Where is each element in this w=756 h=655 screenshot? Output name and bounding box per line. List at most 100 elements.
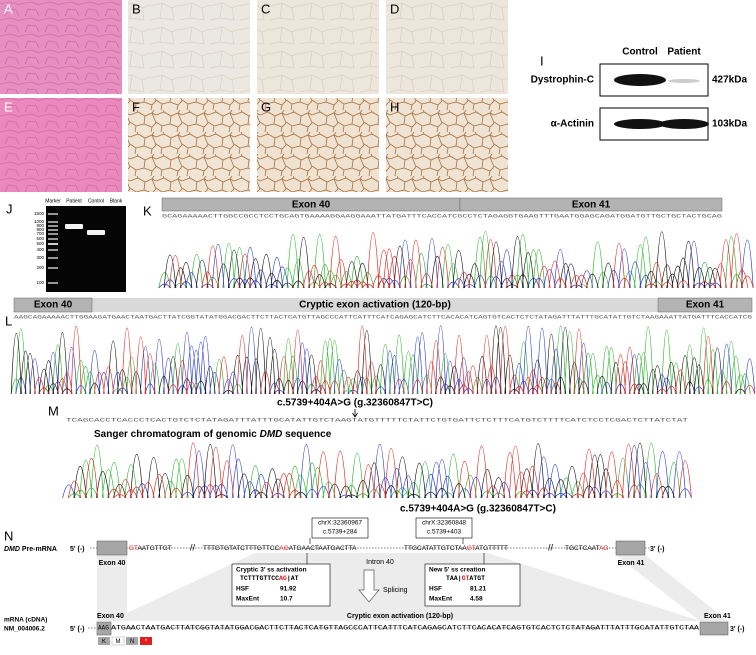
seq-part: ATGT [469,575,485,582]
panel-label: K [143,203,152,218]
protein-label: α-Actinin [551,119,594,130]
seq-part: ATGTTTTT [475,545,508,552]
he-texture [0,0,122,94]
ladder-label: 200 [36,265,44,270]
band [614,119,666,129]
ladder-band [48,249,58,251]
shade [97,555,127,621]
codon-box [98,637,110,645]
ladder-label: 100 [36,280,44,285]
exon-label: Exon 41 [686,300,725,311]
exon-bar [13,297,93,313]
panel-label: L [5,313,12,328]
ladder-band [48,229,58,231]
coord-box [311,517,369,539]
gel: J Marker Patient Control Blank 1500 10009… [6,198,126,292]
ladder-band [48,243,58,245]
ihc-texture [257,98,379,192]
coord: c.5739+284 [323,529,358,536]
gel-image [46,206,126,292]
seq-part: TCTTTGTTCC [240,575,279,582]
splice-site: GT [129,545,138,552]
coord: chrX:32360848 [422,520,466,527]
ladder-band [48,267,58,269]
splice-site: GT [462,575,470,582]
chromatogram-m: c.5739+404A>G (g.32360847T>C) M TCAGCACC… [48,398,692,499]
base-calls: AAGCAGAAAAACTTGGAAGATGAACTAATGACTTATCGGT… [14,314,752,320]
lane-label: Control [88,198,104,204]
codon-box [126,637,138,645]
ladder-label: 800 [36,227,44,232]
seq: ATGAACTAATGACTTATCGGTATATGGACGACTTCTTACT… [111,625,700,632]
caption-text: sequence [282,429,331,440]
seq-part: TTGCATATTGTCTAA [404,545,467,552]
break: // [548,542,554,552]
score-box [231,563,331,607]
intron-label: Intron 40 [366,559,394,566]
panel-label: B [132,1,141,16]
gene: DMD [4,546,20,553]
exon-box [96,540,128,556]
amino-acid: * [145,639,148,645]
caption-gene: DMD [260,429,283,440]
coord: c.5739+403 [427,529,462,536]
amino-acid: M [116,639,121,645]
score-name: HSF [429,586,442,593]
ladder-label: 300 [36,255,44,260]
band [65,224,83,229]
seq: GTAATGTTGT [129,545,172,552]
shade [616,555,728,621]
seq-part: |AT [287,575,299,582]
ladder-label: 700 [36,231,44,236]
ihc-texture [257,0,379,94]
panel-label: H [390,99,399,114]
splice-site: AG [279,575,287,582]
band [659,119,709,129]
box-title: New 5' ss creation [429,567,485,574]
ladder-band [48,282,58,284]
ihc-texture [386,0,508,94]
protein-label: Dystrophin-C [531,75,594,86]
score-name: MaxEnt [429,596,453,603]
lane-label: Patient [667,47,701,58]
amino-acid: N [130,639,134,645]
ihc-texture [128,0,250,94]
band [668,79,700,83]
score: 4.58 [470,596,483,603]
box-title: Cryptic 3' ss activation [236,567,307,574]
end-label: 5' (-) [70,546,85,553]
lane-label: Blank [110,198,123,204]
ladder-band [48,213,58,215]
seq: AAG [98,625,109,632]
panel-label: J [6,201,13,216]
exon-label: Exon 40 [99,560,126,567]
track-label: NM_004006.2 [4,626,45,633]
panel-label: C [261,1,270,16]
g [158,231,754,289]
panel-label: I [540,53,544,68]
score: 81.21 [470,586,487,593]
coord-box [415,517,473,539]
base-calls: GCAGAAAAACTTGGCCGCCTCCTGCAGTGAAAAGGAAGGA… [162,213,722,219]
trace [163,231,722,289]
he-texture [0,98,122,192]
end-label: 3' (-) [730,626,745,633]
codon-box [140,637,152,645]
splice-site: GT [467,545,476,552]
panel-label: G [261,99,271,114]
arrow-head [352,412,358,418]
size-label: 427kDa [712,75,747,86]
score: 91.92 [280,586,297,593]
seq: TAA|GTATGT [446,575,485,582]
exon-bar [657,297,753,313]
splice-site: AG [279,545,288,552]
coord: chrX:32360967 [318,520,362,527]
trace [67,442,692,499]
seq-part: TAA| [446,575,462,582]
splicing-diagram: c.5739+404A>G (g.32360847T>C) N DMD Pre-… [4,504,745,646]
exon-label: Exon 41 [704,613,731,620]
end-label: 5' (-) [70,626,85,633]
